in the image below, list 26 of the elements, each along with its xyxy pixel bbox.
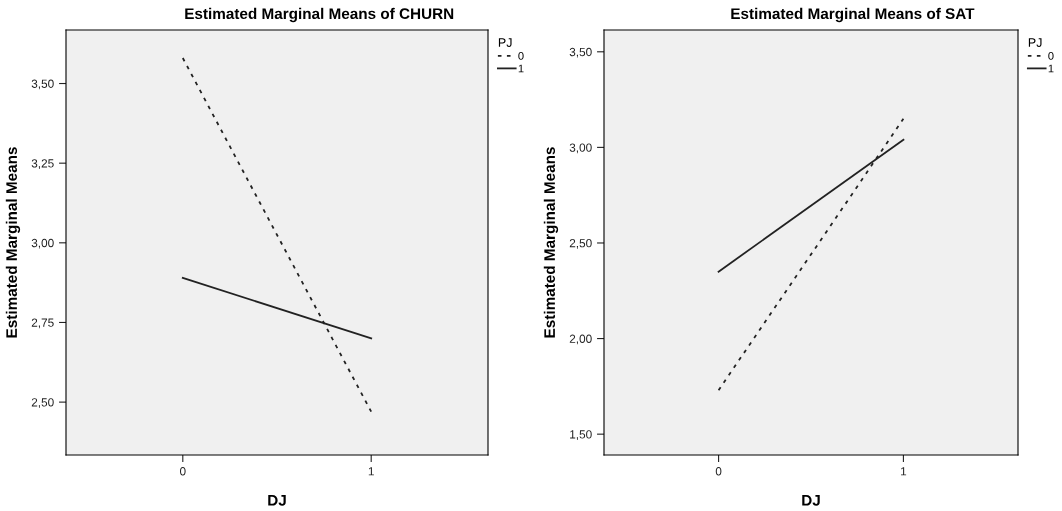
y-tick-label: 3,00 — [31, 238, 54, 249]
x-tick-label: 1 — [368, 467, 374, 476]
legend-label: 1 — [518, 64, 524, 73]
chart-title: Estimated Marginal Means of CHURN — [185, 7, 454, 23]
legend-label: 0 — [1048, 51, 1054, 60]
x-tick-label: 0 — [179, 467, 186, 476]
x-axis-title: DJ — [268, 495, 286, 506]
legend-label: 0 — [518, 51, 524, 60]
y-tick-label: 2,50 — [569, 239, 592, 249]
y-tick-label: 3,25 — [31, 159, 54, 169]
x-axis-title: DJ — [802, 495, 820, 506]
y-tick-label: 3,50 — [31, 79, 54, 90]
y-tick-label: 2,50 — [31, 398, 54, 408]
y-axis-title: Estimated Marginal Means — [5, 147, 21, 338]
y-tick-label: 2,75 — [31, 318, 54, 329]
x-tick-label: 0 — [715, 467, 722, 476]
y-tick-label: 3,50 — [569, 47, 592, 58]
legend-label: 1 — [1048, 64, 1054, 73]
legend-title: PJ — [498, 38, 512, 47]
legend-title: PJ — [1028, 38, 1042, 47]
y-tick-label: 3,00 — [569, 143, 592, 154]
y-tick-label: 2,00 — [569, 334, 592, 345]
chart-title: Estimated Marginal Means of SAT — [731, 7, 975, 23]
y-axis-title: Estimated Marginal Means — [543, 147, 559, 338]
x-tick-label: 1 — [901, 467, 907, 476]
y-tick-label: 1,50 — [570, 430, 592, 440]
